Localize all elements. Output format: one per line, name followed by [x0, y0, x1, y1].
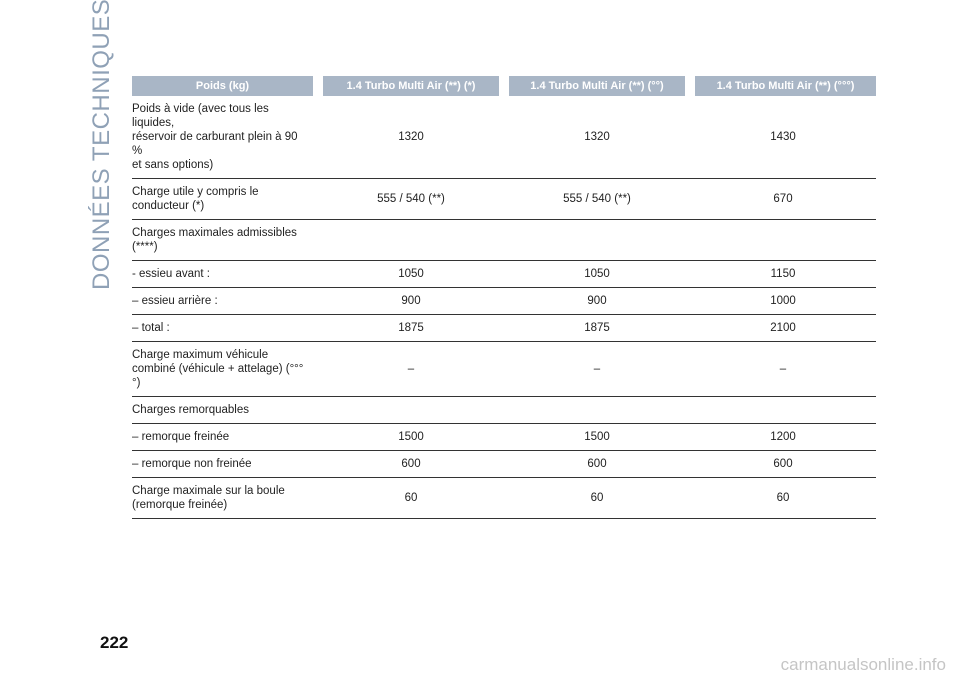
- row-label: Charges remorquables: [132, 396, 318, 424]
- cell-value: 1150: [690, 260, 876, 288]
- column-header-model-3: 1.4 Turbo Multi Air (**) (°°°): [685, 76, 876, 96]
- cell-value: [504, 219, 690, 261]
- table-row: – remorque non freinée 600 600 600: [132, 450, 876, 478]
- cell-value: 1875: [504, 314, 690, 342]
- weights-table: Poids (kg) 1.4 Turbo Multi Air (**) (*) …: [132, 76, 876, 519]
- page-number: 222: [100, 633, 129, 652]
- row-label-line: Poids à vide (avec tous les liquides,: [132, 103, 269, 129]
- cell-value: [504, 396, 690, 424]
- cell-value: 600: [318, 450, 504, 478]
- cell-value: 1500: [504, 423, 690, 451]
- table-row: - essieu avant :1050 1050 1150: [132, 260, 876, 288]
- cell-value: 900: [504, 287, 690, 315]
- row-label: - essieu avant :: [132, 260, 318, 288]
- watermark: carmanualsonline.info: [780, 655, 946, 674]
- cell-value: [690, 396, 876, 424]
- table-row: – total :1875 1875 2100: [132, 314, 876, 342]
- cell-value: 60: [690, 477, 876, 519]
- column-header-model-2: 1.4 Turbo Multi Air (**) (°°): [499, 76, 690, 96]
- cell-value: 60: [504, 477, 690, 519]
- cell-value: 1000: [690, 287, 876, 315]
- row-label: Charges maximales admissibles (****): [132, 219, 318, 261]
- cell-value: 1875: [318, 314, 504, 342]
- cell-value: 600: [690, 450, 876, 478]
- cell-value: 1430: [690, 96, 876, 179]
- cell-value: [690, 219, 876, 261]
- table-row: Charge maximale sur la boule (remorque fr…: [132, 477, 876, 519]
- table-row: – essieu arrière :900 900 1000: [132, 287, 876, 315]
- table-row: Charges remorquables: [132, 396, 876, 424]
- row-label-line: – total :: [132, 322, 170, 334]
- column-header-model-1: 1.4 Turbo Multi Air (**) (*): [313, 76, 504, 96]
- cell-value: 670: [690, 178, 876, 220]
- row-label-line: Charges maximales admissibles: [132, 227, 297, 239]
- cell-value: 1050: [504, 260, 690, 288]
- row-label: – remorque non freinée: [132, 450, 318, 478]
- cell-value: –: [504, 341, 690, 397]
- cell-value: 1500: [318, 423, 504, 451]
- row-label-line: combiné (véhicule + attelage) (°°°°): [132, 363, 304, 389]
- cell-value: [318, 219, 504, 261]
- cell-value: 555 / 540 (**): [504, 178, 690, 220]
- row-label: – total :: [132, 314, 318, 342]
- table-row: Poids à vide (avec tous les liquides, rés…: [132, 96, 876, 179]
- table-row: Charges maximales admissibles (****): [132, 219, 876, 261]
- row-label-line: Charge maximale sur la boule: [132, 485, 285, 497]
- row-label-line: – essieu arrière :: [132, 295, 218, 307]
- cell-value: 600: [504, 450, 690, 478]
- row-label-line: (****): [132, 241, 158, 253]
- cell-value: 1050: [318, 260, 504, 288]
- cell-value: 1320: [504, 96, 690, 179]
- cell-value: –: [690, 341, 876, 397]
- row-label-line: – remorque freinée: [132, 431, 230, 443]
- cell-value: 60: [318, 477, 504, 519]
- table-row: – remorque freinée 1500 1500 1200: [132, 423, 876, 451]
- section-title: DONNÉES TECHNIQUES: [88, 0, 115, 290]
- row-label: Poids à vide (avec tous les liquides, rés…: [132, 96, 318, 179]
- table-header-row: Poids (kg) 1.4 Turbo Multi Air (**) (*) …: [132, 76, 876, 96]
- cell-value: 555 / 540 (**): [318, 178, 504, 220]
- table-row: Charge utile y compris le conducteur (*) 5…: [132, 178, 876, 220]
- row-label-line: réservoir de carburant plein à 90 %: [132, 131, 298, 157]
- row-label-line: conducteur (*): [132, 200, 205, 212]
- row-label-line: – remorque non freinée: [132, 458, 252, 470]
- row-label: – remorque freinée: [132, 423, 318, 451]
- row-label: Charge utile y compris le conducteur (*): [132, 178, 318, 220]
- cell-value: 900: [318, 287, 504, 315]
- row-label: Charge maximale sur la boule (remorque fr…: [132, 477, 318, 519]
- row-label-line: et sans options): [132, 159, 214, 171]
- row-label-line: Charge maximum véhicule: [132, 349, 269, 361]
- table-row: Charge maximum véhicule combiné (véhicule…: [132, 341, 876, 397]
- row-label-line: Charge utile y compris le: [132, 186, 259, 198]
- cell-value: –: [318, 341, 504, 397]
- row-label-line: - essieu avant :: [132, 268, 210, 280]
- row-label-line: Charges remorquables: [132, 404, 249, 416]
- cell-value: [318, 396, 504, 424]
- cell-value: 1200: [690, 423, 876, 451]
- row-label: – essieu arrière :: [132, 287, 318, 315]
- row-label: Charge maximum véhicule combiné (véhicule…: [132, 341, 318, 397]
- cell-value: 2100: [690, 314, 876, 342]
- row-label-line: (remorque freinée): [132, 499, 228, 511]
- cell-value: 1320: [318, 96, 504, 179]
- column-header-weights: Poids (kg): [132, 76, 318, 96]
